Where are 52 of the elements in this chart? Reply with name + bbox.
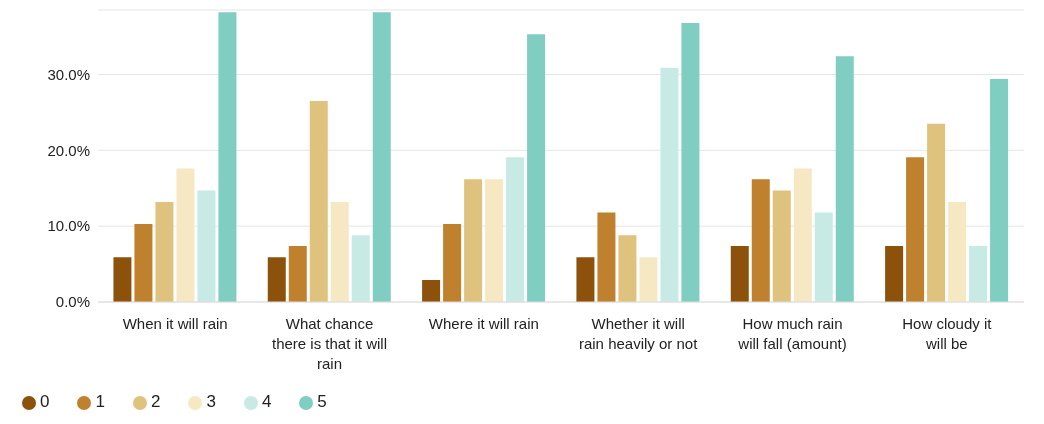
legend-label: 5 [317, 392, 327, 411]
bar [906, 157, 925, 302]
bar [948, 201, 967, 302]
bar [597, 212, 616, 302]
bar [176, 168, 195, 302]
x-tick-label: When it will rain [122, 314, 228, 332]
bar [485, 179, 504, 302]
bar [218, 12, 237, 302]
bar [372, 12, 391, 302]
bar [443, 223, 462, 302]
bar [576, 257, 595, 302]
bar [351, 235, 370, 302]
bar [155, 201, 174, 302]
bar [814, 212, 833, 302]
bar [618, 235, 637, 302]
y-tick-label: 0.0% [55, 293, 90, 311]
legend-label: 0 [40, 392, 50, 411]
y-tick-label: 10.0% [47, 217, 90, 235]
bar [639, 257, 658, 302]
bar [422, 280, 441, 302]
bar [527, 34, 546, 302]
legend-label: 3 [206, 392, 216, 411]
legend-label: 4 [261, 392, 272, 411]
bar [751, 179, 770, 302]
x-tick-label: What chance there is that it will rain [271, 314, 388, 372]
x-tick-label: How much rain will fall (amount) [737, 314, 847, 352]
bar [927, 123, 946, 302]
x-tick-label: Whether it will rain heavily or not [578, 314, 699, 352]
bar [772, 190, 791, 302]
bar [506, 157, 525, 302]
bar [835, 56, 854, 302]
bar [990, 79, 1009, 302]
y-tick-label: 30.0% [47, 65, 90, 83]
bar [464, 179, 483, 302]
bar [660, 67, 679, 302]
bar [730, 245, 749, 302]
bar [134, 223, 153, 302]
bar [681, 22, 700, 302]
bar [267, 257, 286, 302]
bar [288, 245, 307, 302]
bar [309, 101, 328, 302]
legend-label: 2 [150, 392, 161, 411]
bar [885, 245, 904, 302]
legend-label: 1 [95, 392, 105, 411]
bar [330, 201, 349, 302]
bar [793, 168, 812, 302]
bar [197, 190, 216, 302]
x-tick-label: Where it will rain [428, 314, 539, 332]
y-tick-label: 20.0% [47, 141, 90, 159]
bar [969, 245, 988, 302]
x-tick-label: How cloudy it will be [902, 314, 993, 352]
bar [113, 257, 132, 302]
